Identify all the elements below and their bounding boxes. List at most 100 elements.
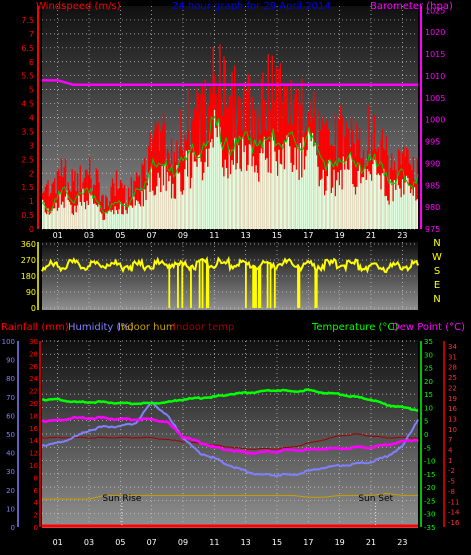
indoor-tick-label: 16 xyxy=(448,405,457,413)
direction-tick-label: 0 xyxy=(31,304,36,313)
temp-tick-label: -15 xyxy=(424,471,435,479)
temp-tick-label: 25 xyxy=(424,365,433,373)
wind-tick-label: 0 xyxy=(29,225,34,234)
wind-tick-label: 3.5 xyxy=(21,127,34,136)
temp-x-tick-label: 23 xyxy=(397,538,407,547)
barometer-tick-label: 985 xyxy=(425,181,440,190)
humidity-tick-label: 80 xyxy=(6,375,15,383)
wind-tick-label: 1.5 xyxy=(21,183,34,192)
rain-tick-label: 20 xyxy=(29,400,38,408)
indoor-tick-label: 7 xyxy=(448,436,452,444)
compass-label: W xyxy=(432,252,442,263)
humidity-tick-label: 20 xyxy=(6,487,15,495)
dew-point-line xyxy=(41,415,419,456)
wind-x-tick-label: 23 xyxy=(397,231,407,240)
wind-tick-label: 1 xyxy=(29,197,34,206)
indoor-tick-label: 28 xyxy=(448,364,457,372)
wind-x-tick-label: 01 xyxy=(53,231,63,240)
indoor-tick-label: 13 xyxy=(448,415,457,423)
temp-tick-label: -10 xyxy=(424,458,435,466)
wind-tick-label: 5 xyxy=(29,86,34,95)
temp-tick-label: -30 xyxy=(424,511,435,519)
humidity-tick-label: 30 xyxy=(6,468,15,476)
temp-x-tick-label: 07 xyxy=(147,538,157,547)
indoor-tick-label: -2 xyxy=(448,467,455,475)
direction-tick-label: 180 xyxy=(21,272,36,281)
indoor-tick-label: 31 xyxy=(448,353,457,361)
indoor-hum-line xyxy=(42,493,418,500)
sun-set-label: Sun Set xyxy=(358,494,393,504)
wind-tick-label: 7.5 xyxy=(21,16,34,25)
wind-ylabel: Windspeed (m/s) xyxy=(36,1,121,12)
temp-x-tick-label: 17 xyxy=(303,538,313,547)
indoor-tick-label: -11 xyxy=(448,498,459,506)
wind-x-tick-label: 03 xyxy=(84,231,94,240)
temp-tick-label: 35 xyxy=(424,338,433,346)
compass-label: S xyxy=(434,266,440,277)
indoor-tick-label: 25 xyxy=(448,374,457,382)
rain-tick-label: 24 xyxy=(29,375,38,383)
indoor-tick-label: -8 xyxy=(448,488,455,496)
barometer-tick-label: 995 xyxy=(425,138,440,147)
legend-dew-point: Dew Point (°C) xyxy=(392,322,465,333)
wind-x-tick-label: 19 xyxy=(335,231,345,240)
rain-tick-label: 0 xyxy=(34,524,38,532)
humidity-tick-label: 0 xyxy=(11,524,15,532)
wind-x-tick-label: 05 xyxy=(115,231,125,240)
rain-tick-label: 12 xyxy=(29,450,38,458)
direction-tick-label: 90 xyxy=(26,288,36,297)
wind-tick-label: 6 xyxy=(29,58,34,67)
temp-tick-label: -20 xyxy=(424,484,435,492)
wind-x-tick-label: 21 xyxy=(366,231,376,240)
temp-x-tick-label: 09 xyxy=(178,538,188,547)
wind-tick-label: 5.5 xyxy=(21,72,34,81)
wind-x-tick-label: 11 xyxy=(209,231,219,240)
barometer-tick-label: 1010 xyxy=(425,72,445,81)
wind-tick-label: 4 xyxy=(29,114,34,123)
temp-x-tick-label: 01 xyxy=(53,538,63,547)
indoor-tick-label: 4 xyxy=(448,447,453,455)
rain-tick-label: 28 xyxy=(29,350,38,358)
wind-tick-label: 4.5 xyxy=(21,100,34,109)
rain-tick-label: 16 xyxy=(29,425,38,433)
legend-rainfall: Rainfall (mm) xyxy=(1,322,69,333)
wind-x-tick-label: 15 xyxy=(272,231,282,240)
wind-panel: Windspeed (m/s) 24 hour graph for 29 Apr… xyxy=(21,1,453,240)
temp-x-tick-label: 05 xyxy=(115,538,125,547)
compass-label: N xyxy=(433,294,440,305)
direction-tick-label: 360 xyxy=(21,240,36,249)
temp-x-tick-label: 15 xyxy=(272,538,282,547)
wind-x-tick-label: 09 xyxy=(178,231,188,240)
barometer-tick-label: 980 xyxy=(425,203,440,212)
wind-tick-label: 2 xyxy=(29,169,34,178)
barometer-tick-label: 1015 xyxy=(425,50,445,59)
rain-tick-label: 18 xyxy=(29,412,38,420)
compass-label: N xyxy=(433,238,440,249)
temp-x-tick-label: 19 xyxy=(335,538,345,547)
temp-tick-label: 30 xyxy=(424,351,433,359)
direction-tick-label: 270 xyxy=(21,256,36,265)
indoor-temp-line xyxy=(41,433,419,450)
rain-tick-label: 14 xyxy=(29,437,38,445)
barometer-tick-label: 1000 xyxy=(425,116,445,125)
temp-tick-label: 20 xyxy=(424,378,433,386)
indoor-tick-label: -16 xyxy=(448,519,460,527)
rain-tick-label: 26 xyxy=(29,363,38,371)
compass-label: E xyxy=(434,280,440,291)
wind-title: 24 hour graph for 29 April 2014 xyxy=(172,1,331,12)
temp-tick-label: 15 xyxy=(424,391,433,399)
indoor-tick-label: 10 xyxy=(448,426,457,434)
barometer-tick-label: 1020 xyxy=(425,28,445,37)
legend-temperature: Temperature (°C) xyxy=(311,322,398,333)
rain-tick-label: 6 xyxy=(34,487,39,495)
temp-tick-label: -5 xyxy=(424,444,431,452)
rain-tick-label: 22 xyxy=(29,388,38,396)
legend-humidity: Humidity (%) xyxy=(68,322,134,333)
direction-line xyxy=(41,255,419,274)
indoor-tick-label: 34 xyxy=(448,343,457,351)
barometer-ylabel: Barometer (hpa) xyxy=(370,1,453,12)
rain-tick-label: 2 xyxy=(34,512,38,520)
legend-indoor-hum: Indoor hum xyxy=(118,322,176,333)
